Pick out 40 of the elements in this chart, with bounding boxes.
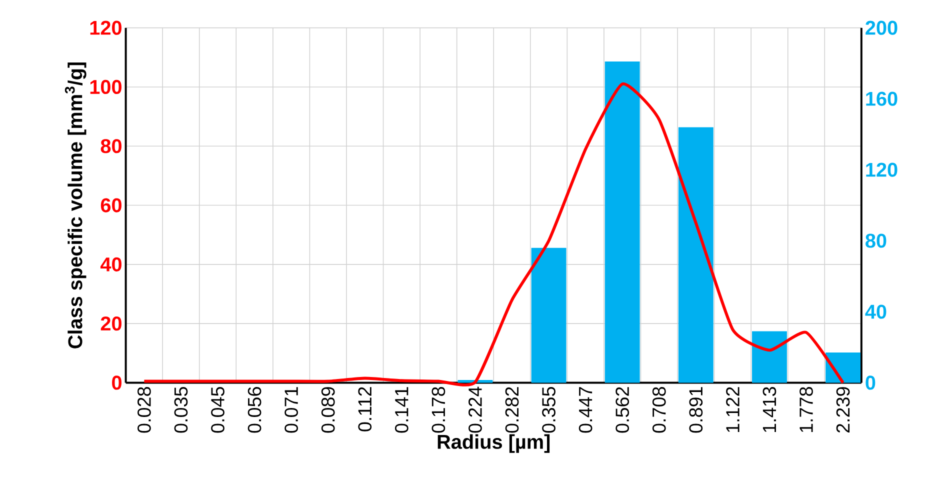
x-tick-label: 0.562 [616, 387, 630, 433]
y2-tick-label: 0 [866, 376, 876, 390]
x-tick-label: 0.035 [174, 387, 188, 433]
x-tick-label: 1.413 [762, 387, 776, 432]
y2-tick-label: 120 [866, 162, 898, 177]
y-tick-label: 0 [112, 376, 122, 390]
x-tick-label: 0.089 [321, 387, 335, 433]
x-tick-label: 0.141 [394, 387, 408, 433]
x-tick-label: 0.447 [578, 387, 592, 433]
y-tick-label: 100 [90, 80, 122, 94]
x-tick-label: 0.056 [248, 387, 262, 433]
y-tick-label: 20 [100, 316, 122, 331]
y-tick-label: 80 [100, 139, 122, 154]
bar [678, 127, 714, 383]
x-tick-label: 0.224 [468, 386, 482, 433]
y2-tick-label: 160 [866, 92, 898, 106]
bar [531, 248, 566, 383]
bar [752, 331, 787, 383]
y2-tick-label: 80 [866, 234, 886, 248]
y-axis-title: Class specific volume [mm$^{3}$/g] [64, 62, 86, 348]
y-tick-label: 40 [100, 257, 122, 272]
x-tick-label: 1.122 [726, 387, 740, 432]
y2-tick-label: 40 [865, 304, 886, 319]
x-axis-title: Radius [µm] [438, 434, 550, 453]
x-tick-label: 1.778 [800, 387, 813, 432]
x-tick-label: 0.178 [432, 387, 446, 433]
x-tick-label: 0.355 [542, 387, 556, 433]
bar [826, 352, 860, 383]
x-tick-label: 0.028 [138, 387, 151, 433]
y-tick-label: 60 [100, 198, 122, 212]
x-tick-label: 0.071 [284, 387, 298, 433]
x-tick-label: 0.282 [505, 387, 519, 433]
x-tick-label: 0.891 [689, 387, 703, 433]
x-tick-label: 0.708 [652, 387, 666, 433]
bar [604, 62, 640, 383]
y2-tick-label: 200 [866, 20, 898, 35]
y-tick-label: 120 [90, 20, 122, 35]
x-tick-label: 2.239 [836, 387, 850, 433]
x-tick-label: 0.112 [358, 387, 372, 432]
x-tick-label: 0.045 [211, 387, 224, 433]
